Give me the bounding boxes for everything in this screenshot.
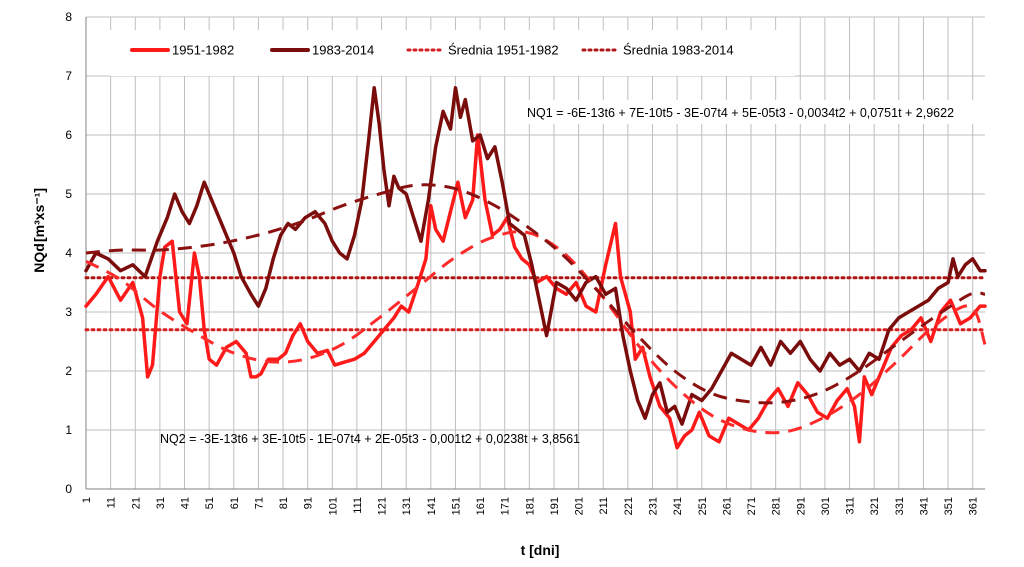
x-tick-label: 101 xyxy=(327,497,339,515)
legend-item: Średnia 1951-1982 xyxy=(406,43,559,58)
x-tick-label: 111 xyxy=(352,497,364,514)
grid xyxy=(85,16,985,490)
x-tick-label: 311 xyxy=(845,497,857,515)
x-tick-label: 301 xyxy=(820,497,832,515)
x-tick-label: 1 xyxy=(81,497,93,503)
x-tick-label: 361 xyxy=(968,497,980,515)
series-layer xyxy=(84,86,987,450)
legend-label: 1983-2014 xyxy=(312,43,374,58)
x-tick-label: 131 xyxy=(401,497,413,515)
y-tick-label: 0 xyxy=(65,482,72,496)
trendline-equation-1951-1982: NQ2 = -3E-13t6 + 3E-10t5 - 1E-07t4 + 2E-… xyxy=(160,432,580,446)
x-tick-label: 211 xyxy=(598,497,610,515)
x-tick-label: 81 xyxy=(278,497,290,509)
y-tick-label: 3 xyxy=(65,305,72,319)
series-line-1983-2014 xyxy=(84,86,987,426)
x-tick-label: 261 xyxy=(721,497,733,515)
x-tick-label: 281 xyxy=(771,497,783,515)
legend-label: Średnia 1951-1982 xyxy=(448,43,559,58)
y-tick-label: 5 xyxy=(65,187,72,201)
x-tick-label: 41 xyxy=(180,497,192,509)
x-tick-label: 271 xyxy=(746,497,758,515)
x-tick-label: 191 xyxy=(549,497,561,515)
x-tick-label: 71 xyxy=(253,497,265,509)
legend-item: 1951-1982 xyxy=(130,43,234,58)
x-tick-label: 51 xyxy=(204,497,216,509)
legend-item: Średnia 1983-2014 xyxy=(581,43,734,58)
x-tick-label: 331 xyxy=(894,497,906,515)
x-tick-label: 31 xyxy=(155,497,167,509)
y-tick-label: 8 xyxy=(65,10,72,24)
x-tick-label: 201 xyxy=(574,497,586,515)
y-tick-label: 4 xyxy=(65,246,72,260)
x-tick-label: 21 xyxy=(130,497,142,509)
legend-item: 1983-2014 xyxy=(270,43,374,58)
x-tick-label: 351 xyxy=(943,497,955,515)
equation-background xyxy=(522,100,982,124)
x-tick-label: 181 xyxy=(524,497,536,515)
y-tick-label: 1 xyxy=(65,423,72,437)
x-tick-label: 151 xyxy=(450,497,462,515)
x-tick-label: 321 xyxy=(869,497,881,515)
x-tick-label: 231 xyxy=(647,497,659,515)
y-axis-title: NQd xyxy=(31,243,47,273)
x-tick-label: 61 xyxy=(229,497,241,509)
x-tick-label: 241 xyxy=(672,497,684,515)
x-tick-label: 341 xyxy=(918,497,930,515)
x-tick-label: 171 xyxy=(500,497,512,515)
trendline-1983-2014 xyxy=(85,183,986,405)
x-tick-label: 91 xyxy=(303,497,315,509)
x-tick-label: 291 xyxy=(795,497,807,515)
trendline-1951-1982 xyxy=(85,230,987,435)
x-axis-title: t [dni] xyxy=(521,542,560,558)
x-tick-label: 221 xyxy=(623,497,635,515)
y-tick-label: 6 xyxy=(65,128,72,142)
x-tick-label: 161 xyxy=(475,497,487,515)
trendline-equation-1983-2014: NQ1 = -6E-13t6 + 7E-10t5 - 3E-07t4 + 5E-… xyxy=(527,106,954,120)
y-axis-unit: [m³xs⁻¹] xyxy=(31,188,47,242)
x-tick-label: 141 xyxy=(426,497,438,515)
legend-background xyxy=(110,30,795,76)
legend-label: 1951-1982 xyxy=(172,43,234,58)
x-tick-label: 121 xyxy=(377,497,389,515)
legend: 1951-1982 1983-2014 Średnia 1951-1982 Średn… xyxy=(130,43,734,58)
legend-label: Średnia 1983-2014 xyxy=(623,43,734,58)
x-tick-label: 251 xyxy=(697,497,709,515)
y-tick-label: 2 xyxy=(65,364,72,378)
x-tick-label: 11 xyxy=(106,497,118,508)
y-tick-label: 7 xyxy=(65,69,72,83)
